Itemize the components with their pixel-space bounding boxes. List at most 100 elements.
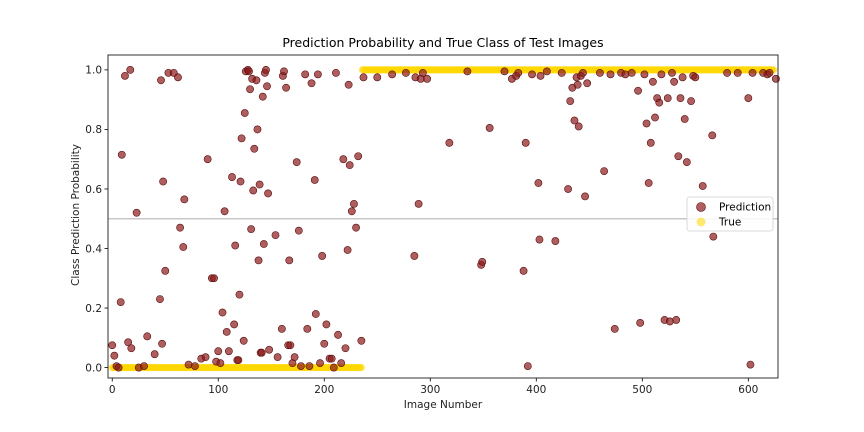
prediction-point — [423, 74, 431, 83]
prediction-point — [564, 185, 572, 193]
prediction-point — [748, 68, 757, 77]
prediction-point — [583, 79, 592, 88]
prediction-point — [445, 138, 454, 147]
prediction-point — [485, 124, 494, 132]
prediction-point — [297, 362, 305, 370]
prediction-point — [117, 150, 126, 159]
legend-label-prediction: Prediction — [719, 202, 771, 214]
prediction-point — [214, 347, 223, 356]
prediction-point — [157, 76, 165, 85]
prediction-point — [352, 223, 360, 232]
prediction-point — [329, 363, 338, 372]
prediction-point — [765, 68, 774, 77]
prediction-point — [610, 324, 619, 333]
prediction-point — [124, 338, 133, 347]
prediction-point — [236, 177, 245, 186]
prediction-point — [262, 65, 270, 74]
prediction-point — [286, 341, 295, 350]
prediction-point — [231, 241, 240, 250]
prediction-point — [665, 317, 674, 326]
prediction-point — [670, 77, 679, 86]
prediction-point — [514, 68, 523, 77]
prediction-point — [239, 336, 248, 345]
prediction-point — [649, 77, 657, 86]
prediction-point — [687, 97, 695, 106]
prediction-point — [210, 274, 218, 283]
x-tick-label: 300 — [420, 384, 440, 396]
y-tick-label: 0.4 — [85, 243, 102, 255]
prediction-point — [709, 232, 718, 241]
legend-label-true: True — [718, 217, 741, 229]
prediction-point — [345, 161, 354, 170]
prediction-point — [573, 80, 582, 89]
prediction-point — [216, 359, 225, 368]
prediction-point — [373, 73, 382, 82]
prediction-point — [156, 295, 164, 304]
prediction-point — [255, 180, 264, 189]
prediction-point — [322, 320, 331, 329]
y-tick-label: 0.0 — [85, 362, 102, 374]
prediction-point — [220, 207, 229, 216]
prediction-point — [744, 94, 753, 103]
plot-frame — [107, 54, 779, 379]
prediction-point — [250, 144, 259, 153]
legend-marker-true — [696, 217, 706, 227]
prediction-point — [668, 68, 676, 77]
prediction-point — [551, 237, 560, 245]
prediction-point — [521, 138, 530, 147]
prediction-point — [519, 266, 528, 275]
true-series — [108, 66, 778, 372]
prediction-point — [285, 256, 294, 265]
prediction-point — [646, 138, 655, 147]
prediction-point — [343, 246, 352, 254]
prediction-point — [579, 68, 587, 77]
prediction-point — [347, 207, 356, 216]
prediction-point — [252, 76, 261, 85]
prediction-point — [280, 67, 288, 76]
x-tick-label: 600 — [738, 384, 758, 396]
prediction-point — [237, 134, 246, 143]
prediction-point — [606, 70, 615, 79]
y-tick-label: 0.8 — [85, 124, 102, 136]
prediction-point — [500, 67, 509, 76]
axes: 0 100 200 300 400 500 600 0.0 0.2 0.4 0.6 0.8 1.0 — [85, 54, 779, 396]
prediction-point — [292, 158, 301, 167]
prediction-point — [463, 67, 472, 76]
prediction-point — [691, 73, 700, 82]
prediction-point — [174, 73, 182, 82]
prediction-point — [108, 341, 117, 350]
chart-title: Prediction Probability and True Class of… — [282, 35, 603, 50]
prediction-point — [176, 223, 184, 232]
prediction-point — [201, 353, 210, 362]
prediction-point — [320, 339, 329, 348]
prediction-point — [294, 226, 303, 235]
y-tick-label: 0.6 — [85, 184, 102, 196]
prediction-point — [114, 363, 123, 372]
x-tick-label: 200 — [314, 384, 334, 396]
y-tick-label: 1.0 — [85, 65, 102, 77]
prediction-point — [258, 92, 267, 101]
prediction-point — [663, 94, 672, 103]
prediction-point — [672, 316, 681, 324]
prediction-point — [334, 330, 342, 339]
prediction-point — [655, 98, 664, 107]
prediction-point — [327, 354, 336, 363]
prediction-point — [127, 344, 136, 353]
prediction-series — [108, 65, 780, 372]
prediction-point — [566, 97, 575, 106]
prediction-point — [359, 73, 368, 82]
prediction-point — [316, 359, 324, 368]
prediction-point — [301, 70, 310, 79]
prediction-point — [259, 240, 268, 248]
prediction-point — [581, 192, 589, 201]
plot-area — [108, 65, 780, 372]
prediction-point — [651, 113, 659, 122]
prediction-point — [180, 195, 189, 204]
prediction-point — [339, 155, 348, 164]
prediction-point — [150, 350, 159, 359]
prediction-point — [253, 125, 262, 134]
x-tick-label: 500 — [632, 384, 652, 396]
prediction-point — [218, 308, 227, 317]
prediction-point — [723, 68, 732, 77]
prediction-point — [314, 70, 322, 79]
